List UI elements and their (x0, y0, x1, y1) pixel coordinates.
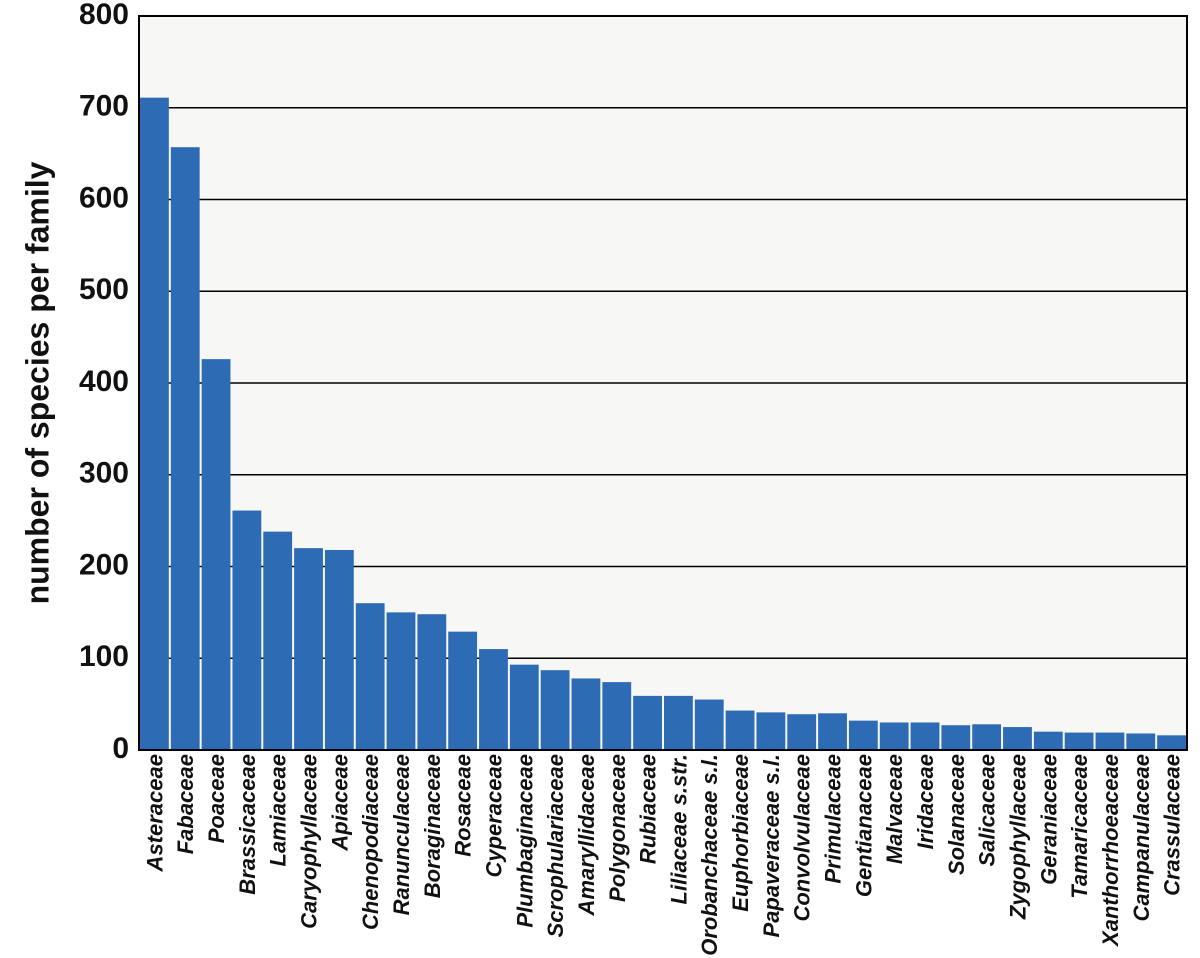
x-tick-label: Gentianaceae (851, 754, 876, 897)
x-tick-label: Ranunculaceae (389, 754, 414, 915)
x-tick-label: Rosaceae (451, 754, 476, 857)
bar (910, 722, 940, 750)
x-tick-label: Geraniaceae (1036, 754, 1061, 885)
bar (1095, 732, 1125, 750)
x-tick-label: Solanaceae (944, 754, 969, 875)
x-tick-label: Apiaceae (327, 754, 352, 852)
x-tick-label: Polygonaceae (605, 754, 630, 902)
x-tick-label: Zygophyllaceae (1005, 754, 1030, 920)
bars (140, 97, 1186, 751)
x-tick-label: Fabaceae (173, 754, 198, 854)
x-tick-label: Plumbaginaceae (512, 754, 537, 928)
plot-frame (138, 15, 1188, 751)
bar (355, 603, 385, 750)
x-tick-label: Poaceae (204, 754, 229, 843)
bar (879, 722, 909, 750)
x-tick-label: Orobanchaceae s.l. (697, 754, 722, 956)
bar (417, 614, 447, 750)
bar (664, 695, 693, 750)
bar (1064, 732, 1094, 750)
bar (1126, 733, 1156, 750)
x-tick-label: Rubiaceae (636, 754, 661, 864)
x-tick-label: Campanulaceae (1129, 754, 1154, 922)
bar (972, 724, 1002, 750)
y-axis-label: number of species per family (19, 161, 55, 604)
y-tick-label: 200 (79, 548, 129, 581)
x-tick-label: Amaryllidaceae (574, 754, 599, 916)
x-tick-label: Malvaceae (882, 754, 907, 864)
bar (294, 548, 323, 750)
x-tick-label: Salicaceae (975, 754, 1000, 867)
x-tick-label: Tamaricaceae (1067, 754, 1092, 899)
x-tick-label: Primulaceae (821, 754, 846, 884)
x-tick-label: Scrophulariaceae (543, 754, 568, 937)
x-tick-label: Euphorbiaceae (728, 754, 753, 912)
y-tick-label: 800 (79, 0, 129, 31)
x-tick-label: Crassulaceae (1160, 754, 1185, 896)
bar (509, 664, 539, 750)
y-tick-label: 600 (79, 181, 129, 214)
x-tick-label: Xanthorrhoeaceae (1098, 754, 1123, 948)
bar (170, 147, 200, 750)
x-tick-label: Lamiaceae (266, 754, 291, 867)
y-tick-label: 400 (79, 365, 129, 398)
bar (263, 531, 293, 750)
bar (232, 510, 262, 750)
bar (140, 97, 169, 751)
bar (694, 699, 724, 750)
bar (1003, 727, 1032, 750)
x-tick-label: Chenopodiaceae (358, 754, 383, 930)
bar (201, 359, 231, 750)
bar (848, 720, 878, 750)
x-tick-label: Cyperaceae (481, 754, 506, 878)
x-tick-label: Asteraceae (142, 754, 167, 872)
y-tick-label: 700 (79, 90, 129, 123)
x-tick-label: Convolvulaceae (790, 754, 815, 922)
bar (725, 710, 755, 750)
x-tick-label: Liliaceae s.str. (666, 754, 691, 904)
bar (540, 670, 570, 750)
bar (571, 678, 601, 750)
bar (479, 649, 508, 750)
y-tick-label: 100 (79, 640, 129, 673)
x-tick-label: Caryophyllaceae (297, 754, 322, 929)
y-axis-ticks: 0 100 200 300 400 500 600 700 800 (79, 0, 129, 765)
x-tick-label: Papaveraceae s.l. (759, 754, 784, 937)
bar (1157, 735, 1186, 750)
bar (633, 695, 662, 750)
bar (1033, 731, 1063, 750)
y-tick-label: 500 (79, 273, 129, 306)
bar (324, 549, 354, 750)
y-tick-label: 300 (79, 457, 129, 490)
bar (787, 714, 817, 750)
x-axis-ticks: Asteraceae Fabaceae Poaceae Brassicaceae Lam… (142, 754, 1184, 956)
bar (602, 682, 632, 750)
bar (386, 612, 416, 750)
bar (818, 713, 847, 750)
bar (756, 712, 786, 750)
bar (448, 631, 478, 750)
y-tick-label: 0 (112, 732, 129, 765)
x-tick-label: Iridaceae (913, 754, 938, 849)
bar (941, 725, 971, 750)
x-tick-label: Boraginaceae (420, 754, 445, 898)
x-tick-label: Brassicaceae (235, 754, 260, 895)
